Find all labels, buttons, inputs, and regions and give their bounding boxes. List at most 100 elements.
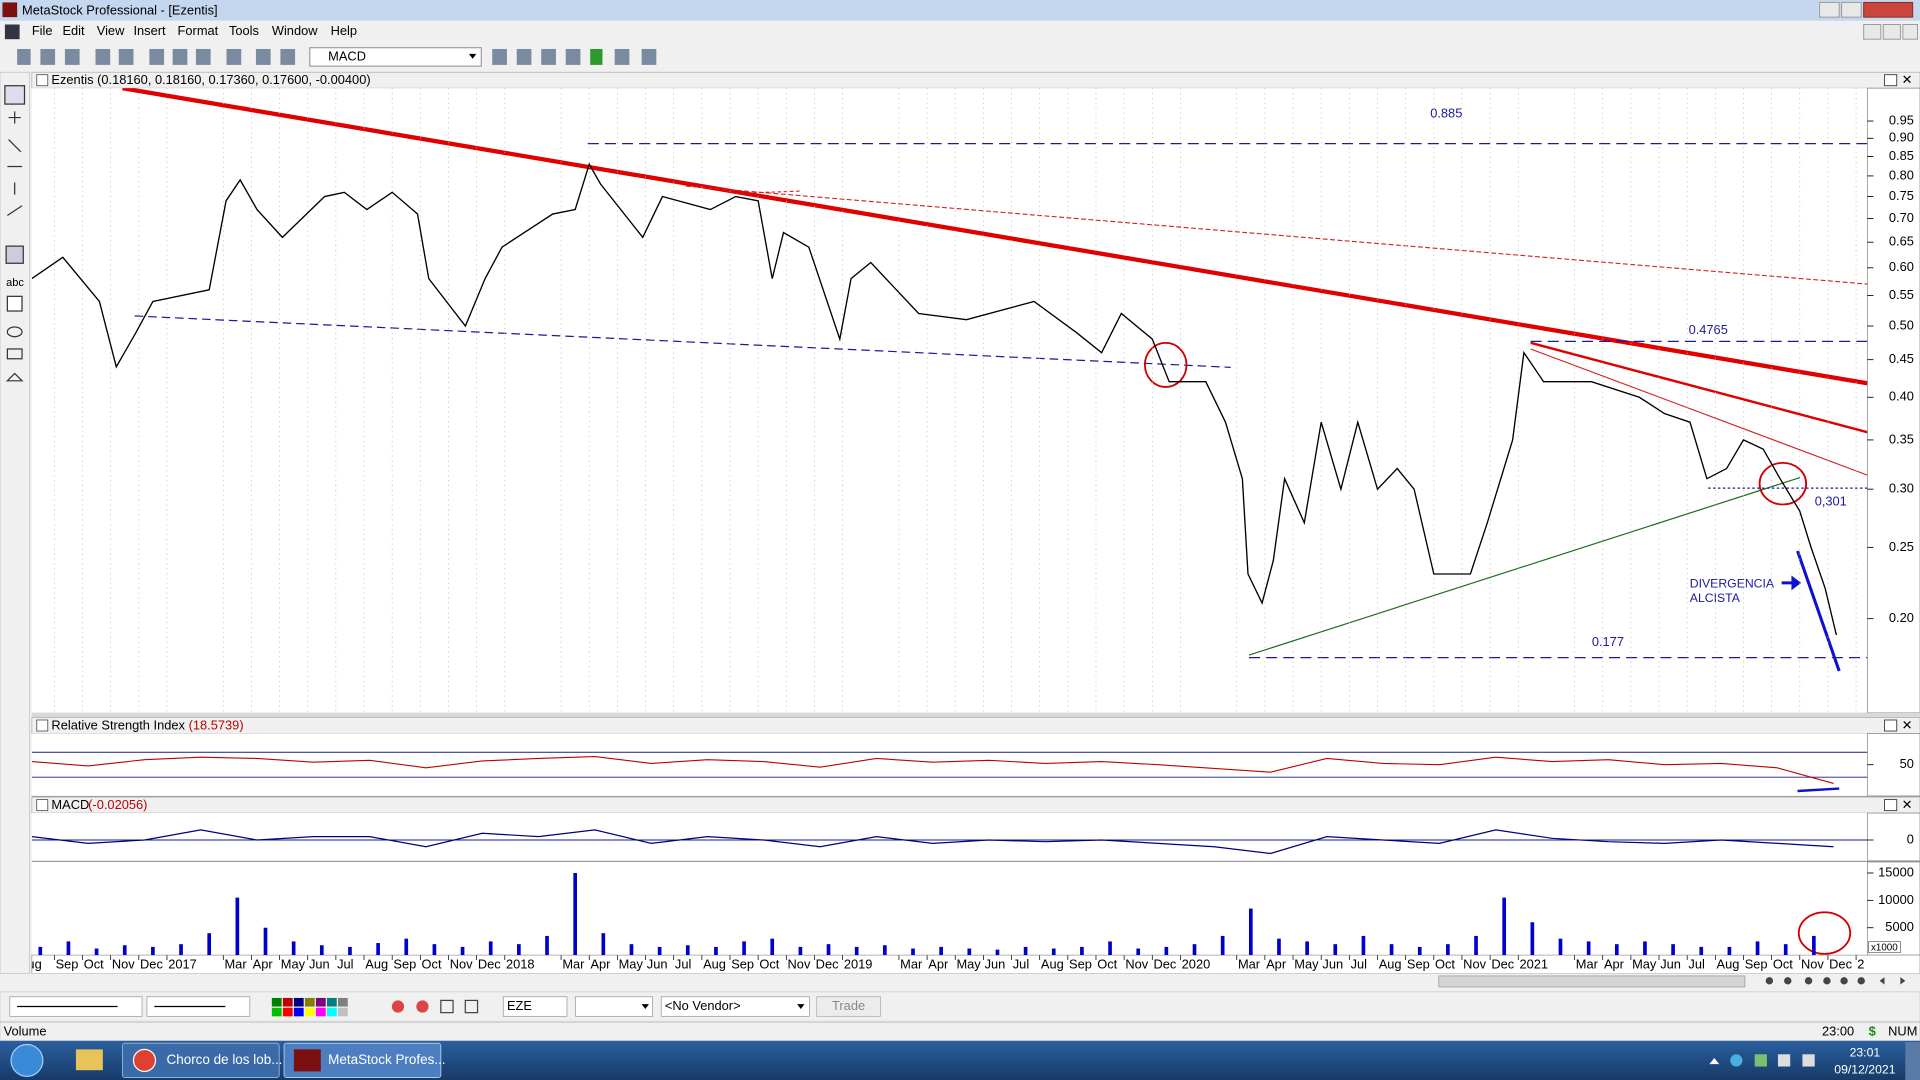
- volume-bar: [488, 941, 493, 956]
- tool-button[interactable]: [614, 48, 630, 65]
- menu-item[interactable]: Help: [331, 23, 357, 38]
- tool-button[interactable]: [464, 999, 479, 1014]
- tool-button[interactable]: [492, 48, 507, 65]
- maximize-button[interactable]: [1841, 1, 1862, 18]
- trendline-tool[interactable]: [8, 139, 22, 153]
- tool-button[interactable]: [255, 48, 271, 65]
- panel-max[interactable]: [1884, 719, 1898, 732]
- color-swatch[interactable]: [282, 997, 293, 1007]
- browser-icon[interactable]: [416, 1000, 429, 1013]
- panel-close[interactable]: ✕: [1902, 718, 1913, 733]
- color-swatch[interactable]: [304, 1007, 315, 1017]
- grid-tool[interactable]: [6, 295, 23, 312]
- color-swatch[interactable]: [315, 1007, 326, 1017]
- period-dropdown[interactable]: [575, 996, 654, 1017]
- panel-close[interactable]: ✕: [1902, 797, 1913, 812]
- nav-button[interactable]: [1857, 977, 1865, 985]
- tray-icon[interactable]: [1730, 1054, 1743, 1067]
- tray-icon[interactable]: [1777, 1054, 1791, 1067]
- clock-time: 23:01: [1850, 1045, 1881, 1059]
- tool-button[interactable]: [226, 48, 242, 65]
- tool-button[interactable]: [64, 48, 80, 65]
- taskbar-item[interactable]: [121, 1042, 280, 1079]
- nav-button[interactable]: [1804, 977, 1813, 985]
- triangle-tool[interactable]: [5, 372, 24, 382]
- nav-button[interactable]: [1823, 977, 1831, 985]
- menu-item[interactable]: Edit: [62, 23, 85, 38]
- tool-button[interactable]: [17, 48, 31, 65]
- x-tick-label: Aug: [703, 956, 726, 971]
- color-swatch[interactable]: [293, 997, 304, 1007]
- tool-button[interactable]: [40, 48, 56, 65]
- tray-icon[interactable]: [1709, 1057, 1720, 1065]
- pointer-tool[interactable]: [4, 85, 26, 105]
- indicator-dropdown[interactable]: [309, 47, 482, 67]
- show-desktop[interactable]: [1905, 1042, 1920, 1080]
- menu-item[interactable]: Format: [178, 23, 219, 38]
- menu-item[interactable]: Insert: [133, 23, 166, 38]
- volume-bar: [685, 945, 690, 956]
- color-swatch[interactable]: [271, 1007, 282, 1017]
- close-button[interactable]: [1863, 1, 1914, 18]
- minimize-button[interactable]: [1819, 1, 1840, 18]
- tool-button[interactable]: [118, 48, 134, 65]
- start-button[interactable]: [10, 1043, 44, 1077]
- volume-bar: [798, 946, 803, 956]
- tool-button[interactable]: [195, 48, 211, 65]
- browser-icon[interactable]: [391, 1000, 405, 1013]
- scroll-thumb[interactable]: [1438, 975, 1746, 988]
- tool-button[interactable]: [565, 48, 581, 65]
- tool-button[interactable]: [516, 48, 532, 65]
- menu-item[interactable]: Tools: [229, 23, 259, 38]
- tool-button[interactable]: [590, 48, 603, 65]
- volume-bar: [967, 948, 972, 956]
- ellipse-tool[interactable]: [6, 326, 23, 338]
- tool-button[interactable]: [149, 48, 165, 65]
- tool-button[interactable]: [541, 48, 556, 65]
- channel-tool[interactable]: [7, 205, 23, 217]
- panel-max[interactable]: [1884, 799, 1898, 812]
- child-minimize[interactable]: [1863, 24, 1882, 40]
- color-swatch[interactable]: [315, 997, 326, 1007]
- crosshair-tool[interactable]: [8, 111, 21, 124]
- color-swatch[interactable]: [282, 1007, 293, 1017]
- color-swatch[interactable]: [293, 1007, 304, 1017]
- tray-icon[interactable]: [1802, 1054, 1815, 1067]
- trendline: [685, 185, 1868, 285]
- explorer-icon[interactable]: [75, 1049, 103, 1071]
- color-swatch[interactable]: [271, 997, 282, 1007]
- child-restore[interactable]: [1882, 24, 1901, 40]
- text-tool[interactable]: abc: [6, 277, 24, 289]
- color-swatch[interactable]: [337, 1007, 348, 1017]
- tool-button[interactable]: [440, 999, 454, 1014]
- tool-button[interactable]: [641, 48, 657, 65]
- panel-close[interactable]: ✕: [1902, 72, 1913, 87]
- taskbar-item[interactable]: [283, 1042, 442, 1079]
- nav-button[interactable]: [1784, 977, 1792, 985]
- tool-button[interactable]: [95, 48, 111, 65]
- color-palette: [271, 997, 348, 1017]
- tool-button[interactable]: [172, 48, 188, 65]
- color-swatch[interactable]: [337, 997, 348, 1007]
- color-swatch[interactable]: [326, 1007, 337, 1017]
- color-swatch[interactable]: [304, 997, 315, 1007]
- symbol-input[interactable]: [502, 996, 568, 1017]
- rect-tool[interactable]: [6, 348, 23, 360]
- tray-icon[interactable]: [1754, 1054, 1767, 1067]
- menu-item[interactable]: File: [32, 23, 53, 38]
- child-close[interactable]: [1902, 24, 1919, 40]
- nav-button[interactable]: [1840, 977, 1848, 985]
- volume-bar: [1192, 944, 1197, 956]
- nav-button[interactable]: [1765, 977, 1774, 985]
- vendor-dropdown[interactable]: [660, 996, 810, 1017]
- color-swatch[interactable]: [326, 997, 337, 1007]
- chrome-icon: [132, 1048, 157, 1073]
- scroll-tool[interactable]: [5, 245, 24, 264]
- trade-button[interactable]: [816, 996, 881, 1017]
- menu-item[interactable]: Window: [272, 23, 318, 38]
- tool-button[interactable]: [280, 48, 296, 65]
- menu-item[interactable]: View: [97, 23, 125, 38]
- x-tick-label: Aug: [365, 956, 388, 971]
- x-tick-label: Oct: [1435, 956, 1455, 971]
- panel-max[interactable]: [1884, 74, 1898, 87]
